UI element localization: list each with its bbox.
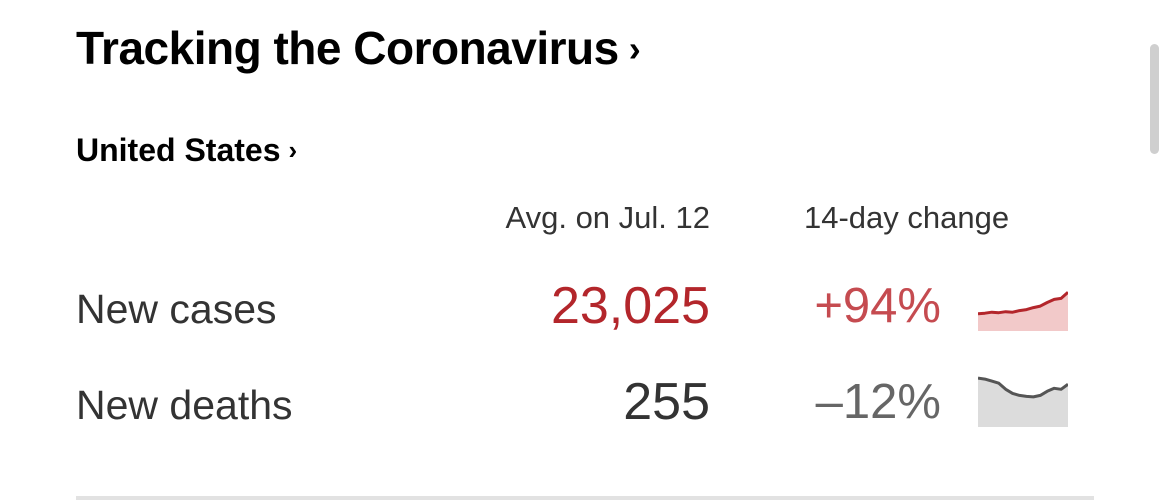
- row-value: 255: [623, 373, 710, 431]
- column-header-change: 14-day change: [804, 200, 1010, 235]
- chevron-right-icon: ›: [288, 135, 298, 165]
- row-change: –12%: [815, 375, 941, 429]
- row-label: New deaths: [76, 382, 293, 428]
- deaths-trend-sparkline: [978, 376, 1068, 427]
- scrollbar[interactable]: [1150, 44, 1159, 154]
- sparkline-area: [978, 292, 1068, 331]
- sparkline-line: [978, 291, 1068, 316]
- cases-trend-sparkline: [978, 291, 1068, 331]
- divider: [76, 496, 1094, 500]
- region-link[interactable]: United States ›: [76, 130, 297, 172]
- row-value: 23,025: [550, 277, 710, 335]
- column-header-average: Avg. on Jul. 12: [505, 200, 710, 235]
- chevron-right-icon: ›: [628, 28, 641, 69]
- sparkline-area: [978, 378, 1068, 427]
- row-label: New cases: [76, 286, 277, 332]
- row-change: +94%: [814, 279, 941, 333]
- sparkline-line: [978, 376, 1068, 399]
- page-title[interactable]: Tracking the Coronavirus ›: [76, 20, 641, 80]
- region-label[interactable]: United States: [76, 132, 281, 168]
- page-title-text[interactable]: Tracking the Coronavirus: [76, 22, 619, 74]
